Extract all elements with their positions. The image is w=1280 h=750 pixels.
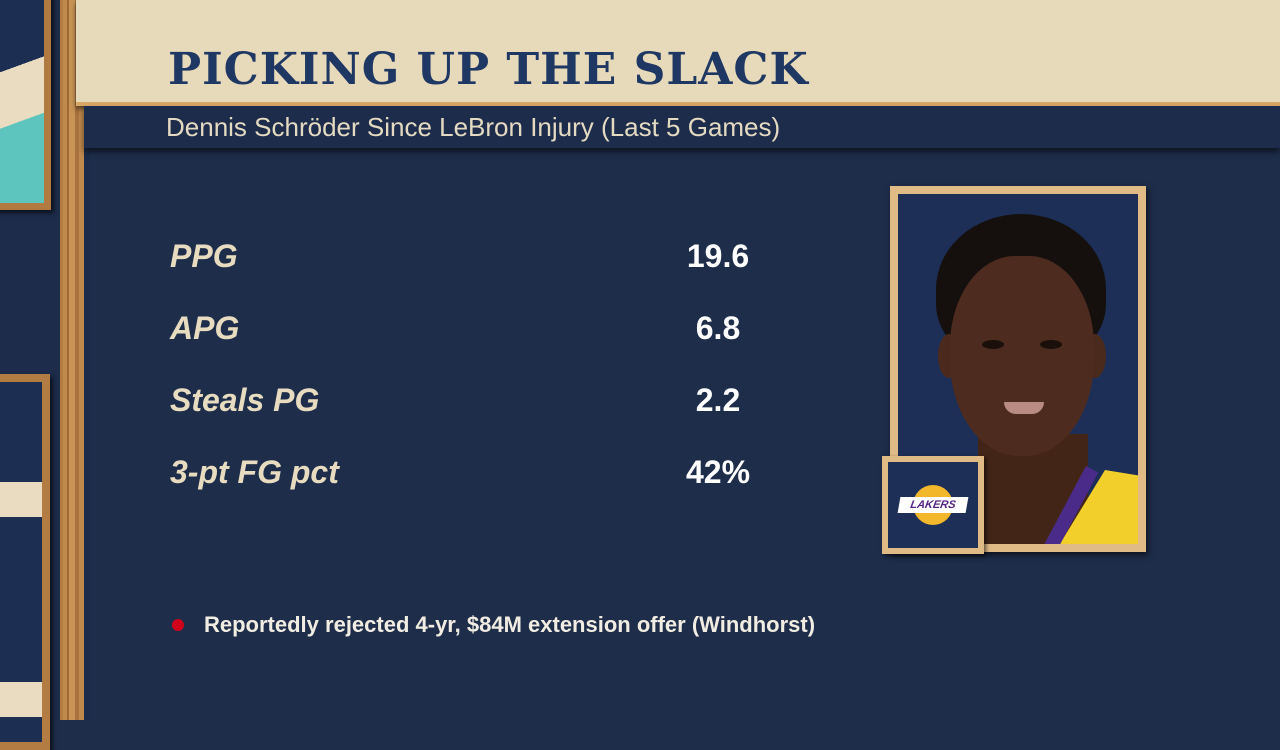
stat-label: PPG — [170, 238, 238, 274]
stat-value: 19.6 — [686, 238, 750, 274]
header-banner: PICKING UP THE SLACK — [76, 0, 1280, 106]
stat-value: 42% — [685, 454, 751, 490]
stat-row-apg: APG 6.8 — [170, 302, 790, 374]
red-bullet-icon — [172, 619, 184, 631]
player-eye — [1040, 340, 1062, 349]
wood-post — [60, 0, 84, 720]
stat-row-steals: Steals PG 2.2 — [170, 374, 790, 446]
stats-table: PPG 19.6 APG 6.8 Steals PG 2.2 3-pt FG p… — [170, 230, 790, 518]
stat-row-3pt-pct: 3-pt FG pct 42% — [170, 446, 790, 518]
subtitle-bar: Dennis Schröder Since LeBron Injury (Las… — [84, 106, 1280, 148]
decorative-frame-top — [0, 0, 51, 210]
stat-row-ppg: PPG 19.6 — [170, 230, 790, 302]
stat-label: 3-pt FG pct — [170, 454, 339, 490]
player-face — [950, 256, 1094, 456]
stat-label: APG — [170, 310, 240, 346]
footnote: Reportedly rejected 4-yr, $84M extension… — [172, 612, 815, 638]
lakers-logo-icon: LAKERS — [897, 485, 969, 525]
stat-label: Steals PG — [170, 382, 320, 418]
footnote-text: Reportedly rejected 4-yr, $84M extension… — [204, 612, 816, 637]
stat-value: 2.2 — [695, 382, 741, 418]
player-eye — [982, 340, 1004, 349]
team-logo-text: LAKERS — [897, 497, 969, 513]
player-photo-card — [890, 186, 1146, 552]
player-mouth — [1004, 402, 1044, 414]
team-logo-badge: LAKERS — [882, 456, 984, 554]
decorative-frame-bottom — [0, 374, 50, 750]
stat-value: 6.8 — [695, 310, 741, 346]
graphic-title: PICKING UP THE SLACK — [168, 44, 809, 95]
graphic-subtitle: Dennis Schröder Since LeBron Injury (Las… — [166, 112, 781, 142]
